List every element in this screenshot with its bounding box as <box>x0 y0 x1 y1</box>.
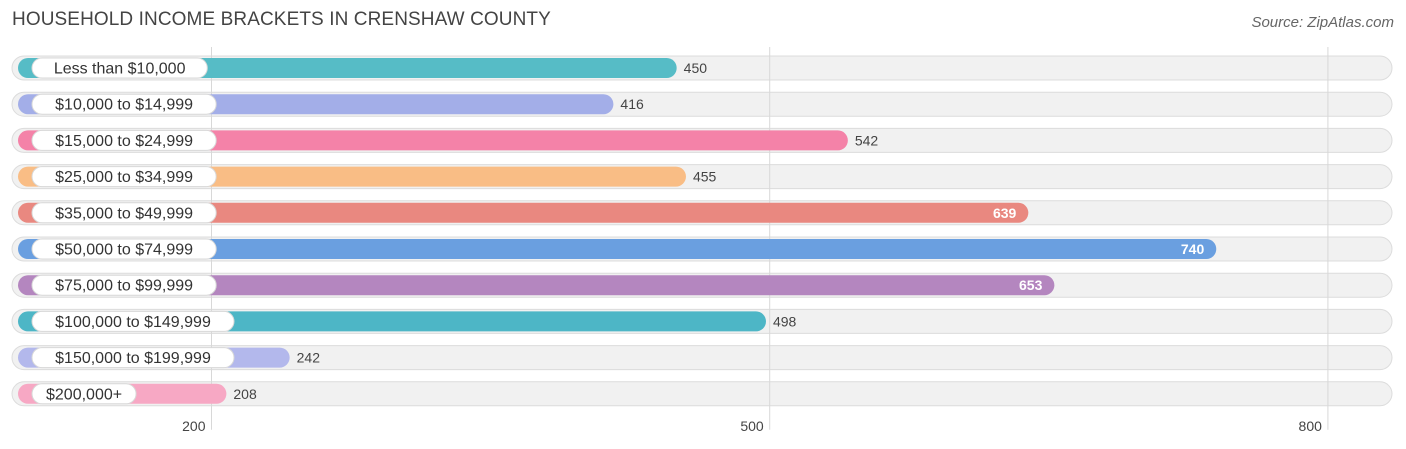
category-label-pill <box>31 166 217 188</box>
category-label-pill <box>31 310 235 332</box>
category-label: $75,000 to $99,999 <box>55 278 193 295</box>
row-background <box>11 345 1393 371</box>
category-label: $10,000 to $14,999 <box>55 97 193 114</box>
value-label: 416 <box>620 96 644 112</box>
value-label: 542 <box>855 132 879 148</box>
x-tick-label: 200 <box>182 418 206 434</box>
bar <box>18 130 848 151</box>
category-label-pill <box>31 383 137 405</box>
category-label: $15,000 to $24,999 <box>55 133 193 150</box>
category-label: $50,000 to $74,999 <box>55 242 193 259</box>
value-label: 498 <box>773 313 797 329</box>
value-label: 455 <box>693 169 717 185</box>
value-label: 740 <box>1181 241 1205 257</box>
value-label: 242 <box>297 350 321 366</box>
value-label: 653 <box>1019 277 1043 293</box>
category-label-pill <box>31 202 217 224</box>
category-label-pill <box>31 93 217 115</box>
category-label: $200,000+ <box>46 386 122 403</box>
row-background <box>11 381 1393 407</box>
category-label-pill <box>31 274 217 296</box>
value-label: 639 <box>993 205 1017 221</box>
labels: Less than $10,000 450 $10,000 to $14,999 41… <box>31 57 1205 405</box>
category-label: $150,000 to $199,999 <box>55 350 211 367</box>
category-label: Less than $10,000 <box>54 61 186 78</box>
bar <box>18 275 1055 296</box>
source-credit: Source: ZipAtlas.com <box>1251 14 1394 31</box>
bar <box>18 202 1029 223</box>
category-label: $25,000 to $34,999 <box>55 169 193 186</box>
category-label-pill <box>31 238 217 260</box>
x-axis-ticks: 200 500 800 <box>182 418 1322 434</box>
category-label-pill <box>31 57 208 79</box>
bar <box>18 239 1217 259</box>
category-label-pill <box>31 129 217 151</box>
value-label: 208 <box>233 386 257 402</box>
category-label: $35,000 to $49,999 <box>55 205 193 222</box>
category-label-pill <box>31 347 235 369</box>
x-tick-label: 500 <box>740 418 764 434</box>
chart-title: HOUSEHOLD INCOME BRACKETS IN CRENSHAW CO… <box>12 9 551 30</box>
x-tick-label: 800 <box>1299 418 1323 434</box>
category-label: $100,000 to $149,999 <box>55 314 211 331</box>
value-label: 450 <box>684 60 708 76</box>
